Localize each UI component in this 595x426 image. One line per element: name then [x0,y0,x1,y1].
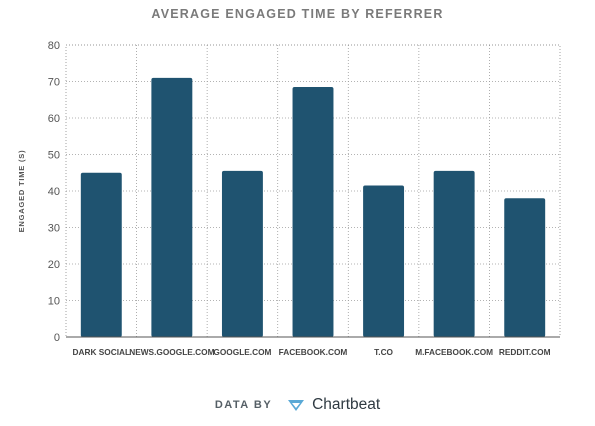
y-tick-label: 0 [54,332,60,344]
x-tick-label: NEWS.GOOGLE.COM [129,347,214,357]
bar [433,170,475,337]
y-tick-label: 20 [48,259,60,271]
x-tick-label: FACEBOOK.COM [279,347,348,357]
y-tick-label: 60 [48,113,60,125]
x-tick-label: T.CO [374,347,393,357]
x-tick-label: REDDIT.COM [499,347,551,357]
y-tick-label: 70 [48,77,60,89]
chart-title: AVERAGE ENGAGED TIME BY REFERRER [151,7,444,21]
bar [292,86,334,337]
y-axis-label: ENGAGED TIME (S) [17,150,26,233]
x-tick-label: DARK SOCIAL [72,347,130,357]
y-tick-label: 40 [48,186,60,198]
bar [80,172,122,337]
x-tick-label: GOOGLE.COM [213,347,271,357]
chartbeat-logo-icon [287,400,304,411]
bar [504,198,546,337]
y-tick-label: 30 [48,223,60,235]
credit-prefix: DATA BY [214,399,273,411]
data-credit: DATA BY Chartbeat [0,396,595,414]
bar [221,170,263,337]
x-tick-label: M.FACEBOOK.COM [415,347,493,357]
credit-brand: Chartbeat [312,396,381,413]
y-tick-label: 50 [48,150,60,162]
bar [363,185,405,337]
y-tick-label: 80 [48,40,60,52]
y-tick-label: 10 [48,296,60,308]
bar [151,77,193,337]
